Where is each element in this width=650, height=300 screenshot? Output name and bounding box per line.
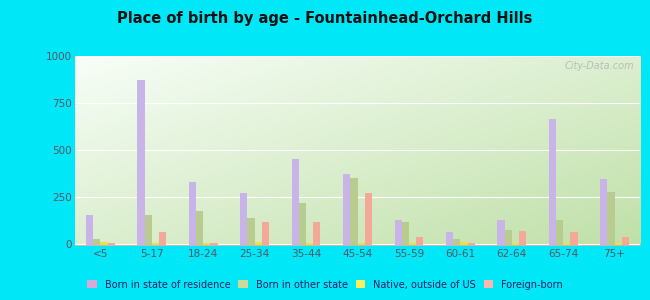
Bar — [145, 215, 152, 244]
Bar — [453, 239, 460, 244]
Bar — [467, 243, 474, 244]
Bar — [460, 242, 467, 244]
Bar — [86, 215, 93, 244]
Bar — [549, 119, 556, 244]
Bar — [504, 230, 512, 244]
Bar — [343, 174, 350, 244]
Bar — [614, 243, 622, 244]
Bar — [563, 243, 570, 244]
Bar — [248, 218, 255, 244]
Bar — [299, 203, 306, 244]
Bar — [512, 243, 519, 244]
Bar — [570, 232, 578, 244]
Bar — [395, 220, 402, 244]
Bar — [108, 243, 115, 244]
Text: City-Data.com: City-Data.com — [565, 61, 634, 71]
Text: Place of birth by age - Fountainhead-Orchard Hills: Place of birth by age - Fountainhead-Orc… — [117, 11, 533, 26]
Bar — [365, 193, 372, 244]
Bar — [497, 220, 504, 244]
Bar — [556, 220, 563, 244]
Bar — [446, 232, 453, 244]
Bar — [402, 222, 409, 244]
Bar — [255, 242, 262, 244]
Bar — [93, 239, 101, 244]
Bar — [313, 222, 320, 244]
Bar — [350, 178, 358, 244]
Bar — [600, 179, 607, 244]
Bar — [409, 243, 416, 244]
Bar — [519, 231, 526, 244]
Bar — [262, 222, 269, 244]
Bar — [416, 237, 423, 244]
Bar — [196, 212, 203, 244]
Bar — [159, 232, 166, 244]
Bar — [101, 242, 108, 244]
Bar — [292, 158, 299, 244]
Bar — [137, 80, 145, 244]
Bar — [607, 192, 614, 244]
Bar — [189, 182, 196, 244]
Bar — [306, 243, 313, 244]
Bar — [358, 243, 365, 244]
Bar — [203, 243, 211, 244]
Bar — [622, 237, 629, 244]
Bar — [240, 193, 248, 244]
Bar — [211, 243, 218, 244]
Legend: Born in state of residence, Born in other state, Native, outside of US, Foreign-: Born in state of residence, Born in othe… — [83, 276, 567, 294]
Bar — [152, 243, 159, 244]
